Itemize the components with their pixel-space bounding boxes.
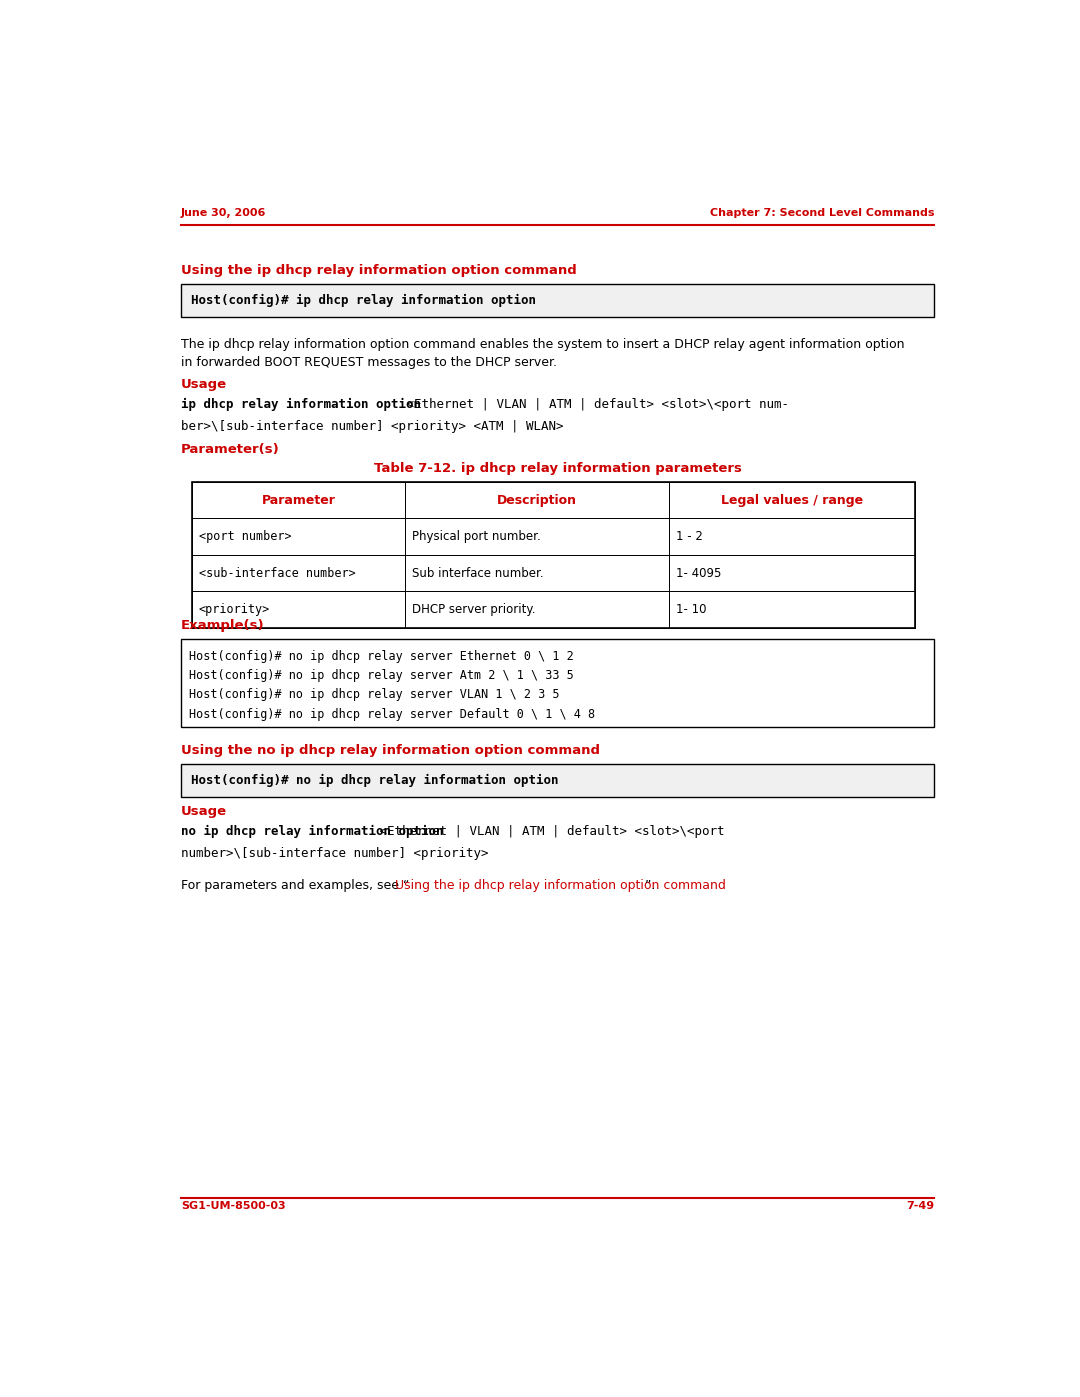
Text: <Ethernet | VLAN | ATM | default> <slot>\<port num-: <Ethernet | VLAN | ATM | default> <slot>… <box>399 398 788 411</box>
FancyBboxPatch shape <box>670 555 915 591</box>
Text: in forwarded BOOT REQUEST messages to the DHCP server.: in forwarded BOOT REQUEST messages to th… <box>181 356 557 369</box>
FancyBboxPatch shape <box>192 591 405 629</box>
Text: Parameter(s): Parameter(s) <box>181 443 280 455</box>
Text: <sub-interface number>: <sub-interface number> <box>199 567 355 580</box>
Text: For parameters and examples, see “: For parameters and examples, see “ <box>181 879 409 891</box>
Text: Physical port number.: Physical port number. <box>411 529 541 543</box>
Text: Using the no ip dhcp relay information option command: Using the no ip dhcp relay information o… <box>181 745 600 757</box>
FancyBboxPatch shape <box>192 555 405 591</box>
FancyBboxPatch shape <box>192 482 405 518</box>
Text: Legal values / range: Legal values / range <box>721 493 863 507</box>
Text: Example(s): Example(s) <box>181 619 265 633</box>
Text: <port number>: <port number> <box>199 529 292 543</box>
FancyBboxPatch shape <box>670 591 915 629</box>
Text: Usage: Usage <box>181 379 227 391</box>
Text: Usage: Usage <box>181 806 227 819</box>
FancyBboxPatch shape <box>192 518 405 555</box>
Text: Host(config)# ip dhcp relay information option: Host(config)# ip dhcp relay information … <box>191 293 536 307</box>
FancyBboxPatch shape <box>405 591 670 629</box>
Text: Host(config)# no ip dhcp relay server Default 0 \ 1 \ 4 8: Host(config)# no ip dhcp relay server De… <box>189 708 595 721</box>
Text: Parameter: Parameter <box>261 493 336 507</box>
FancyBboxPatch shape <box>181 764 934 796</box>
FancyBboxPatch shape <box>405 555 670 591</box>
Text: The ip dhcp relay information option command enables the system to insert a DHCP: The ip dhcp relay information option com… <box>181 338 905 351</box>
Text: ip dhcp relay information option: ip dhcp relay information option <box>181 398 421 411</box>
Text: 1- 4095: 1- 4095 <box>676 567 721 580</box>
Text: Host(config)# no ip dhcp relay server Atm 2 \ 1 \ 33 5: Host(config)# no ip dhcp relay server At… <box>189 669 575 682</box>
Text: 1- 10: 1- 10 <box>676 604 706 616</box>
Text: Using the ip dhcp relay information option command: Using the ip dhcp relay information opti… <box>395 879 726 891</box>
Text: DHCP server priority.: DHCP server priority. <box>411 604 536 616</box>
Text: Host(config)# no ip dhcp relay server Ethernet 0 \ 1 2: Host(config)# no ip dhcp relay server Et… <box>189 650 575 662</box>
Text: <Ethernet | VLAN | ATM | default> <slot>\<port: <Ethernet | VLAN | ATM | default> <slot>… <box>372 824 725 838</box>
FancyBboxPatch shape <box>405 518 670 555</box>
Text: June 30, 2006: June 30, 2006 <box>181 208 267 218</box>
FancyBboxPatch shape <box>670 518 915 555</box>
Text: Sub interface number.: Sub interface number. <box>411 567 543 580</box>
Text: <priority>: <priority> <box>199 604 270 616</box>
FancyBboxPatch shape <box>181 638 934 726</box>
FancyBboxPatch shape <box>405 482 670 518</box>
Text: SG1-UM-8500-03: SG1-UM-8500-03 <box>181 1201 285 1211</box>
Text: no ip dhcp relay information option: no ip dhcp relay information option <box>181 824 444 838</box>
Text: 7-49: 7-49 <box>906 1201 934 1211</box>
Text: Table 7-12. ip dhcp relay information parameters: Table 7-12. ip dhcp relay information pa… <box>374 462 742 475</box>
Text: ber>\[sub-interface number] <priority> <ATM | WLAN>: ber>\[sub-interface number] <priority> <… <box>181 420 564 433</box>
Text: 1 - 2: 1 - 2 <box>676 529 703 543</box>
Text: Host(config)# no ip dhcp relay information option: Host(config)# no ip dhcp relay informati… <box>191 774 558 787</box>
FancyBboxPatch shape <box>181 284 934 317</box>
Text: Chapter 7: Second Level Commands: Chapter 7: Second Level Commands <box>710 208 934 218</box>
Text: number>\[sub-interface number] <priority>: number>\[sub-interface number] <priority… <box>181 848 488 861</box>
FancyBboxPatch shape <box>670 482 915 518</box>
Text: Host(config)# no ip dhcp relay server VLAN 1 \ 2 3 5: Host(config)# no ip dhcp relay server VL… <box>189 689 559 701</box>
Text: Using the ip dhcp relay information option command: Using the ip dhcp relay information opti… <box>181 264 577 278</box>
Text: ”.: ”. <box>645 879 656 891</box>
Text: Description: Description <box>497 493 577 507</box>
